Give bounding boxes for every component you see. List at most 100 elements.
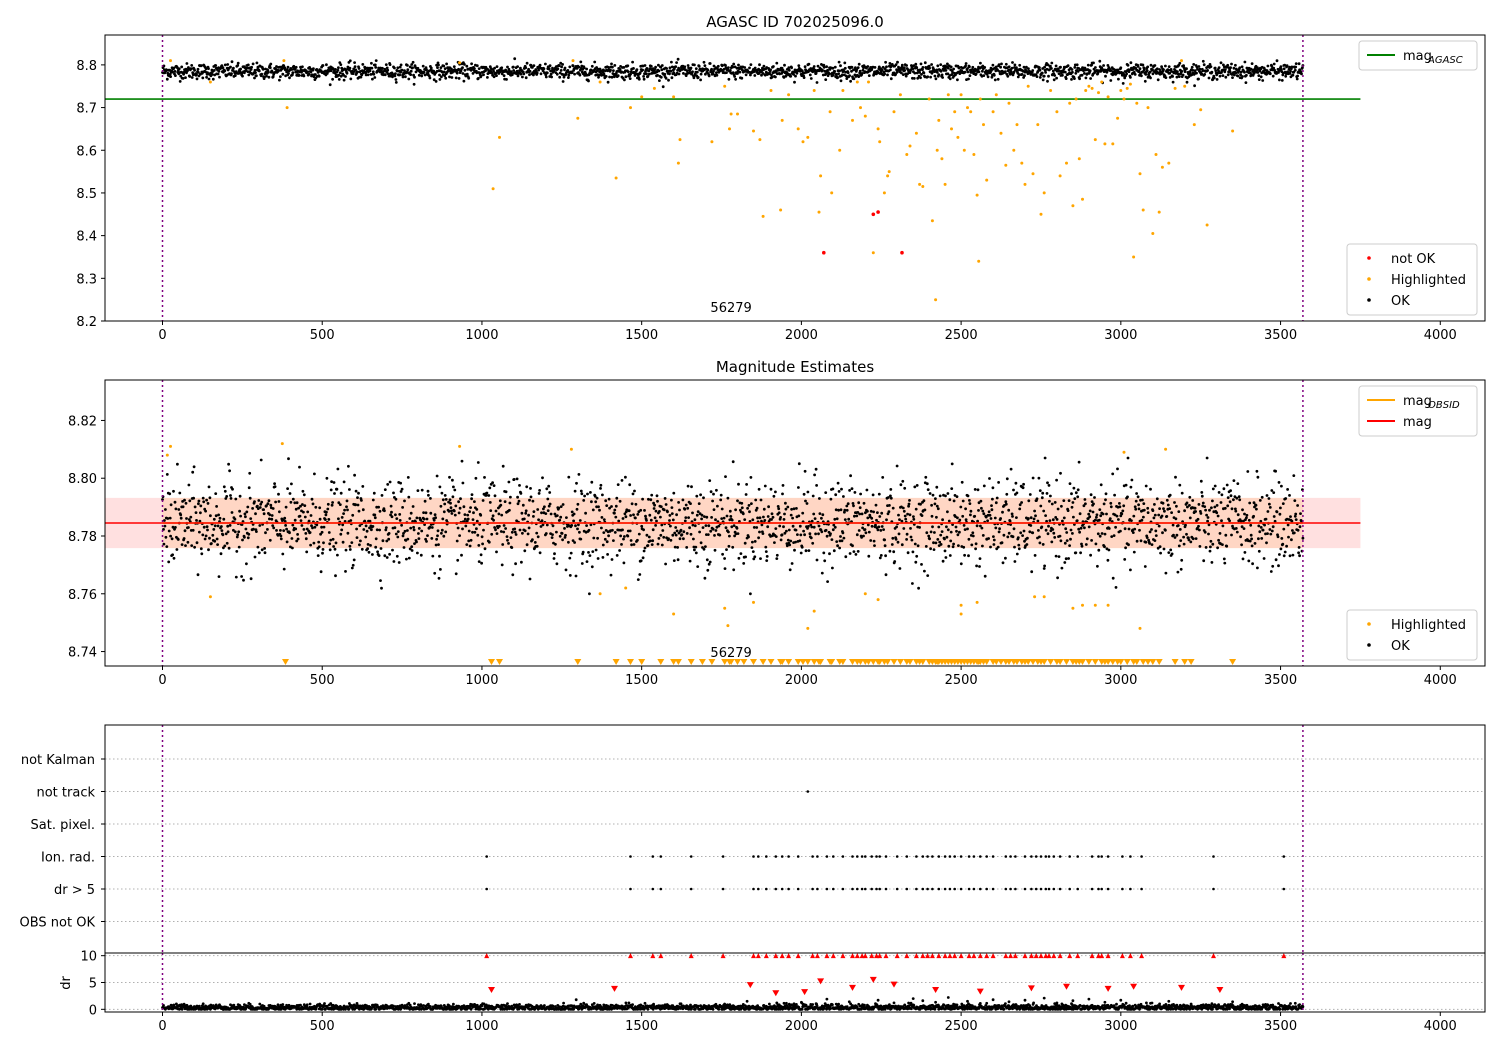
ok-point xyxy=(655,494,659,498)
ok-point xyxy=(453,488,457,492)
ok-point xyxy=(833,525,837,529)
ok-point xyxy=(1158,545,1162,549)
ok-point xyxy=(518,484,521,487)
ok-point xyxy=(958,530,961,534)
highlighted-point xyxy=(817,210,821,214)
ok-point xyxy=(1292,531,1296,535)
ok-point xyxy=(1272,66,1276,70)
ok-point xyxy=(216,543,220,546)
ok-point xyxy=(1036,519,1040,523)
ok-point xyxy=(791,524,795,528)
ok-point xyxy=(669,538,673,542)
ok-point xyxy=(1296,504,1299,507)
ok-point xyxy=(762,507,766,511)
ok-point xyxy=(441,517,445,521)
ok-point xyxy=(1213,66,1217,70)
ok-point xyxy=(1211,499,1214,503)
ok-point xyxy=(934,77,938,81)
ok-point xyxy=(719,493,723,497)
ok-point xyxy=(1249,533,1253,537)
ok-point xyxy=(642,77,646,81)
ok-point xyxy=(762,64,766,68)
ok-point xyxy=(906,551,910,555)
ok-point xyxy=(249,517,253,520)
ok-point xyxy=(239,67,243,71)
ok-point xyxy=(961,499,965,503)
y-tick-label: 8.6 xyxy=(76,144,97,159)
ok-point xyxy=(867,554,871,558)
ok-point xyxy=(1230,533,1233,537)
ok-point xyxy=(1088,509,1092,513)
ok-point xyxy=(1196,517,1200,521)
ok-point xyxy=(214,492,218,495)
ok-point xyxy=(523,549,527,553)
ok-point xyxy=(473,530,477,534)
ok-point xyxy=(1144,484,1148,488)
ok-point xyxy=(679,528,683,532)
highlighted-point xyxy=(787,93,791,97)
ok-point xyxy=(1296,528,1300,532)
ok-point xyxy=(981,544,984,548)
ok-point xyxy=(1146,65,1150,69)
highlighted-point xyxy=(1077,157,1081,161)
ok-point xyxy=(423,499,427,503)
ok-point xyxy=(842,536,846,540)
ok-point xyxy=(817,532,820,536)
ok-point xyxy=(1124,546,1127,550)
ok-point xyxy=(361,63,365,66)
ok-point xyxy=(513,57,517,61)
ok-point xyxy=(249,577,253,581)
ok-point xyxy=(391,75,394,79)
ok-point xyxy=(897,513,900,517)
ok-point xyxy=(674,533,678,537)
ok-point xyxy=(579,537,583,541)
ok-point xyxy=(384,526,388,529)
ok-point xyxy=(210,73,214,76)
ok-point xyxy=(353,473,356,477)
ok-point xyxy=(852,77,856,81)
ok-point xyxy=(1171,523,1175,527)
ok-point xyxy=(667,537,670,541)
y-tick-label: 8.4 xyxy=(76,230,97,245)
ok-point xyxy=(912,64,916,67)
ok-point xyxy=(641,556,645,560)
ok-point xyxy=(1098,59,1102,63)
ok-point xyxy=(636,538,639,542)
ok-point xyxy=(462,505,466,509)
ok-point xyxy=(216,524,220,528)
x-tick-label: 3000 xyxy=(1104,328,1137,343)
ok-point xyxy=(775,553,779,557)
ok-point xyxy=(1177,510,1181,513)
ok-point xyxy=(482,528,485,532)
ok-point xyxy=(271,75,275,79)
highlighted-point xyxy=(914,131,918,135)
ok-point xyxy=(877,525,881,529)
ok-point xyxy=(417,527,421,530)
ok-point xyxy=(685,69,689,73)
highlighted-point xyxy=(1116,116,1120,120)
ok-point xyxy=(1198,545,1202,548)
ok-point xyxy=(919,62,923,66)
ok-point xyxy=(304,537,308,541)
ok-point xyxy=(922,499,926,503)
ok-point xyxy=(377,554,381,557)
highlighted-clipped-marker xyxy=(657,659,665,665)
ok-point xyxy=(1110,535,1114,538)
ok-point xyxy=(1079,551,1082,555)
ok-point xyxy=(528,498,531,502)
ok-point xyxy=(454,504,458,508)
ok-point xyxy=(624,515,628,519)
ok-point xyxy=(1047,484,1051,487)
ok-point xyxy=(1133,527,1137,531)
ok-point xyxy=(1072,486,1076,490)
ok-point xyxy=(706,533,710,536)
ok-point xyxy=(1166,503,1170,507)
ok-point xyxy=(604,499,608,503)
ok-point xyxy=(218,516,222,520)
ok-point xyxy=(1136,495,1140,499)
ok-point xyxy=(510,73,514,77)
ok-point xyxy=(749,592,752,596)
ok-point xyxy=(1079,526,1083,530)
ok-point xyxy=(869,509,873,513)
ok-point xyxy=(457,77,461,80)
